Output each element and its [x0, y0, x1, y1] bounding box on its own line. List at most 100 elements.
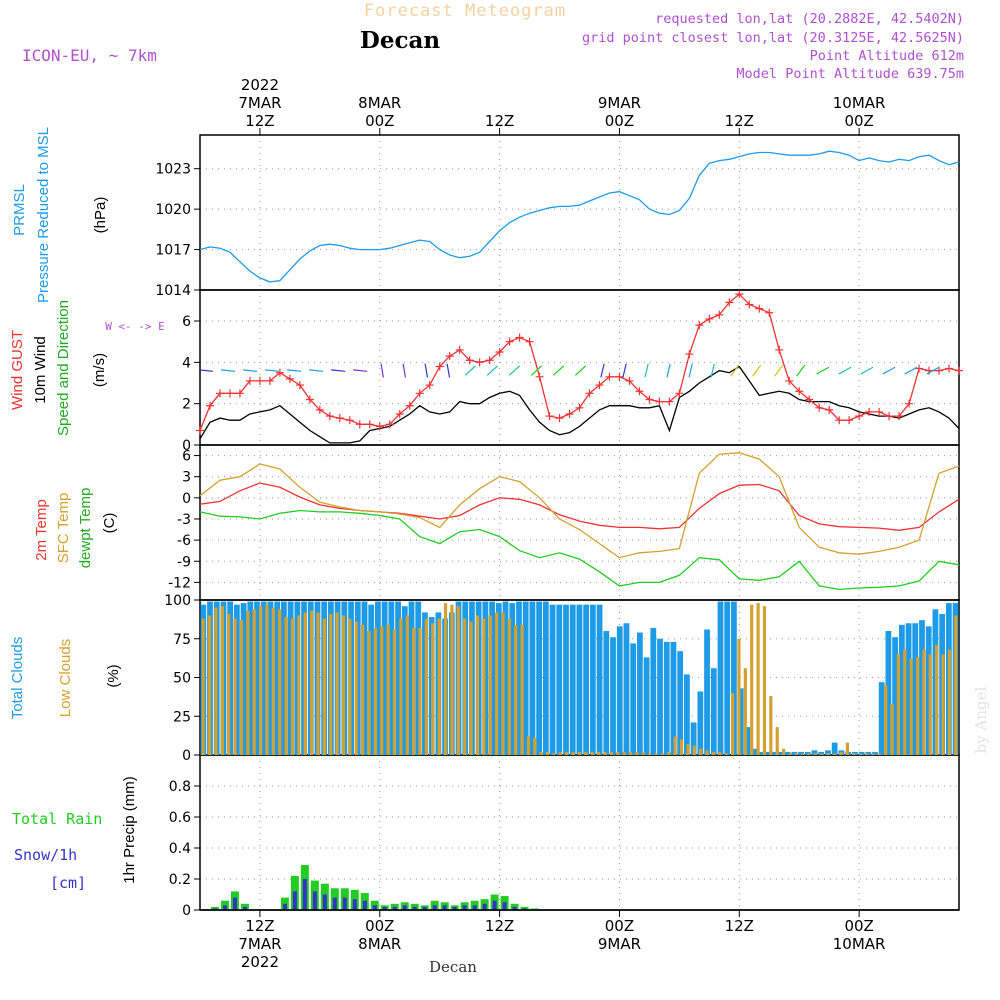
low-clouds-bar	[597, 751, 601, 755]
gridpoint-coords: grid point closest lon,lat (20.3125E, 42…	[582, 30, 964, 46]
wind-gust-marker	[655, 397, 664, 406]
wind-direction-arrow	[530, 365, 543, 376]
snow-bar	[492, 900, 497, 910]
low-clouds-bar	[788, 753, 792, 755]
wind-gust-marker	[585, 389, 594, 398]
location-title: Decan	[360, 27, 440, 54]
low-clouds-bar	[718, 751, 722, 755]
total-clouds-bar	[509, 603, 516, 755]
total-clouds-bar	[375, 601, 381, 755]
low-clouds-bar	[750, 604, 754, 755]
wind-gust-marker	[685, 350, 694, 359]
low-clouds-bar	[833, 753, 837, 755]
total-clouds-bar	[878, 682, 885, 755]
low-clouds-bar	[603, 751, 607, 755]
x-tick-label-top: 12Z	[725, 112, 754, 130]
y-tick-label: 0.4	[169, 841, 191, 857]
low-clouds-bar	[762, 606, 767, 755]
wind-gust-marker	[395, 410, 404, 418]
wind-gust-marker	[805, 395, 814, 404]
total-clouds-bar	[778, 751, 784, 755]
wind-direction-arrow	[644, 363, 649, 378]
low-clouds-bar	[392, 629, 397, 755]
y-tick-label: 0	[182, 491, 191, 507]
snow-bar	[242, 906, 247, 910]
low-clouds-bar	[558, 751, 562, 755]
total-clouds-bar	[811, 750, 818, 755]
pressure-line	[199, 150, 960, 283]
low-clouds-bar	[488, 615, 492, 755]
low-clouds-bar	[361, 624, 365, 755]
wind-gust-marker	[865, 407, 874, 416]
wind-gust-marker	[295, 381, 304, 390]
temp-dewpt-line	[199, 509, 960, 591]
total-clouds-bar	[489, 601, 495, 755]
point-altitude: Point Altitude 612m	[810, 48, 964, 64]
low-clouds-bar	[864, 753, 869, 755]
snow-unit-label: [cm]	[50, 874, 86, 892]
low-clouds-bar	[399, 618, 403, 755]
panel-frame	[199, 134, 960, 291]
total-clouds-bar	[784, 751, 791, 755]
low-clouds-bar	[233, 618, 237, 755]
total-clouds-bar	[281, 601, 287, 755]
total-clouds-bar	[684, 674, 690, 755]
low-clouds-bar	[246, 610, 250, 755]
snow-bar	[222, 905, 227, 910]
total-clouds-bar	[731, 601, 737, 755]
total-clouds-bar	[536, 601, 543, 755]
total-clouds-bar	[663, 641, 670, 755]
wind-gust-marker	[565, 410, 574, 418]
snow-bar	[462, 905, 467, 910]
wind-gust-marker	[675, 389, 684, 398]
x-tick-label-bottom: 2022	[241, 953, 279, 971]
requested-coords: requested lon,lat (20.2882E, 42.5402N)	[655, 11, 964, 27]
wind-direction-arrow	[688, 363, 693, 378]
wind-gust-marker	[705, 314, 714, 323]
total-clouds-bar	[912, 623, 919, 755]
wind-gust-marker	[525, 337, 534, 346]
wind-gust-marker	[905, 399, 914, 408]
low-clouds-bar	[501, 612, 505, 755]
total-clouds-label: Total Clouds	[9, 637, 26, 720]
snow-bar	[402, 905, 407, 910]
low-clouds-bar	[341, 615, 346, 755]
total-clouds-bar	[616, 626, 623, 755]
total-clouds-bar	[791, 751, 798, 755]
low-clouds-bar	[584, 751, 588, 755]
low-clouds-bar	[469, 621, 473, 755]
wind-gust-label: Wind GUST	[9, 330, 26, 410]
low-clouds-bar	[380, 626, 384, 755]
model-altitude: Model Point Altitude 639.75m	[736, 66, 964, 82]
low-clouds-bar	[316, 612, 320, 755]
snow-bar	[452, 906, 457, 910]
wind-gust-marker	[695, 321, 704, 330]
low-clouds-bar	[947, 649, 952, 755]
total-clouds-bar	[361, 601, 368, 755]
precip-unit: 1hr Precip (mm)	[121, 776, 138, 884]
total-clouds-bar	[516, 601, 522, 755]
y-tick-label: -6	[177, 533, 191, 549]
x-tick-label-top: 00Z	[605, 112, 634, 130]
wind-gust-marker	[715, 310, 724, 319]
x-tick-label-top: 8MAR	[358, 94, 401, 112]
low-clouds-bar	[258, 606, 263, 755]
x-tick-label-top: 00Z	[844, 112, 873, 130]
rain-label: Total Rain	[12, 810, 102, 828]
low-clouds-bar	[214, 607, 218, 755]
wind-gust-marker	[245, 376, 254, 385]
total-clouds-bar	[623, 623, 630, 755]
total-clouds-bar	[872, 751, 878, 755]
wind-gust-marker	[775, 345, 784, 354]
total-clouds-bar	[287, 601, 294, 755]
low-clouds-bar	[571, 751, 575, 755]
low-clouds-bar	[660, 753, 665, 755]
low-clouds-bar	[539, 751, 543, 755]
y-tick-label: 0.8	[169, 779, 191, 795]
wind-direction-arrow	[666, 363, 671, 378]
wind-direction-arrow	[424, 363, 429, 378]
total-clouds-bar	[704, 629, 710, 755]
watermark: by Angel	[972, 686, 990, 753]
low-clouds-bar	[628, 751, 633, 755]
snow-bar	[442, 905, 447, 910]
